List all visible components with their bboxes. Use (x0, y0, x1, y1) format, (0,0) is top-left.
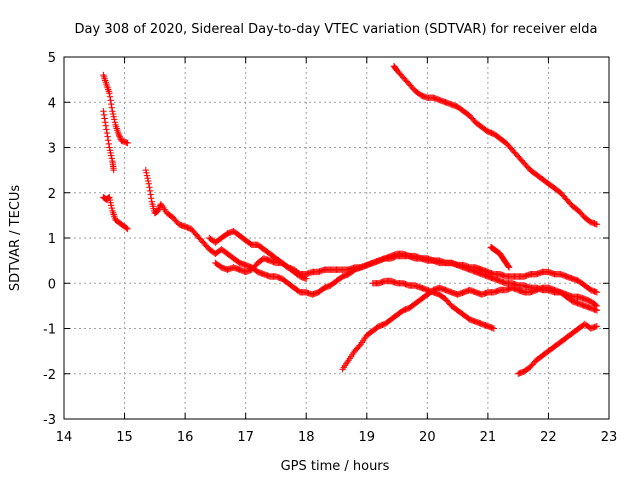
data-point (108, 155, 115, 162)
data-point (111, 119, 119, 126)
data-point (103, 126, 110, 133)
data-point (116, 133, 123, 140)
x-tick-label: 20 (419, 430, 436, 445)
data-point (124, 225, 131, 233)
data-point (101, 115, 108, 122)
data-point (143, 169, 150, 176)
y-tick-label: -3 (43, 413, 56, 428)
x-tick-label: 17 (237, 430, 254, 445)
x-tick-label: 15 (116, 430, 133, 445)
series-track-b (100, 108, 117, 174)
data-point (100, 108, 107, 115)
y-tick-label: 2 (48, 187, 56, 202)
data-point (106, 196, 114, 204)
data-point (145, 177, 152, 185)
x-tick-label: 23 (601, 430, 618, 445)
x-tick-label: 18 (298, 430, 315, 445)
data-point (110, 166, 117, 174)
data-point (505, 263, 512, 270)
y-axis-label: SDTVAR / TECUs (8, 185, 23, 292)
data-point (593, 307, 601, 314)
data-point (108, 104, 115, 111)
data-point (148, 195, 155, 202)
series-track-c (100, 194, 131, 233)
data-point (155, 206, 162, 213)
data-point (490, 325, 498, 332)
data-point (106, 147, 114, 154)
series-track-f (212, 255, 310, 282)
data-point (104, 133, 111, 140)
data-point (109, 108, 116, 115)
data-point (106, 93, 114, 100)
y-tick-label: 4 (48, 96, 56, 111)
data-point (115, 132, 123, 139)
x-tick-label: 22 (540, 430, 557, 445)
x-tick-label: 21 (480, 430, 497, 445)
data-point (593, 323, 601, 330)
y-tick-label: 1 (48, 232, 56, 247)
data-point (593, 221, 601, 228)
y-tick-label: -2 (43, 368, 56, 383)
data-point (100, 111, 108, 119)
data-point (145, 180, 152, 187)
chart-title: Day 308 of 2020, Sidereal Day-to-day VTE… (75, 22, 598, 37)
x-tick-label: 19 (359, 430, 376, 445)
data-point (105, 137, 112, 144)
data-point (144, 175, 151, 182)
data-point (111, 116, 118, 123)
series-track-k (515, 320, 601, 377)
data-point (102, 122, 109, 129)
y-tick-label: 3 (48, 142, 56, 157)
series-track-i (390, 62, 601, 228)
data-point (303, 275, 310, 282)
data-point (108, 152, 115, 159)
data-point (102, 119, 109, 126)
series-track-a (100, 71, 131, 147)
x-tick-label: 14 (56, 430, 73, 445)
data-point (143, 172, 151, 179)
data-point (105, 140, 112, 148)
data-point (115, 130, 122, 138)
series-track-h (339, 284, 601, 373)
data-point (108, 202, 115, 209)
data-point (154, 207, 162, 215)
data-point (142, 166, 149, 174)
data-point (108, 100, 115, 108)
data-point (124, 139, 131, 147)
data-point (147, 191, 154, 198)
y-tick-label: 5 (48, 51, 56, 66)
y-tick-label: 0 (48, 277, 56, 292)
data-point (146, 184, 153, 191)
data-point (103, 129, 111, 137)
data-point (146, 187, 154, 195)
data-point (505, 264, 513, 271)
data-point (107, 97, 114, 104)
series-track-j (487, 243, 513, 271)
data-point (123, 224, 130, 232)
x-tick-label: 16 (177, 430, 194, 445)
data-point (109, 110, 117, 118)
data-point (106, 194, 113, 201)
data-point (110, 113, 117, 120)
series-track-g (369, 277, 498, 332)
data-point (106, 90, 113, 97)
data-point (107, 199, 114, 206)
y-tick-label: -1 (43, 323, 56, 338)
data-point (107, 149, 114, 157)
data-point (108, 204, 115, 212)
chart-grid (64, 57, 609, 419)
data-point (106, 144, 113, 151)
data-points (100, 62, 601, 377)
data-point (593, 289, 601, 296)
x-axis-label: GPS time / hours (281, 459, 390, 474)
